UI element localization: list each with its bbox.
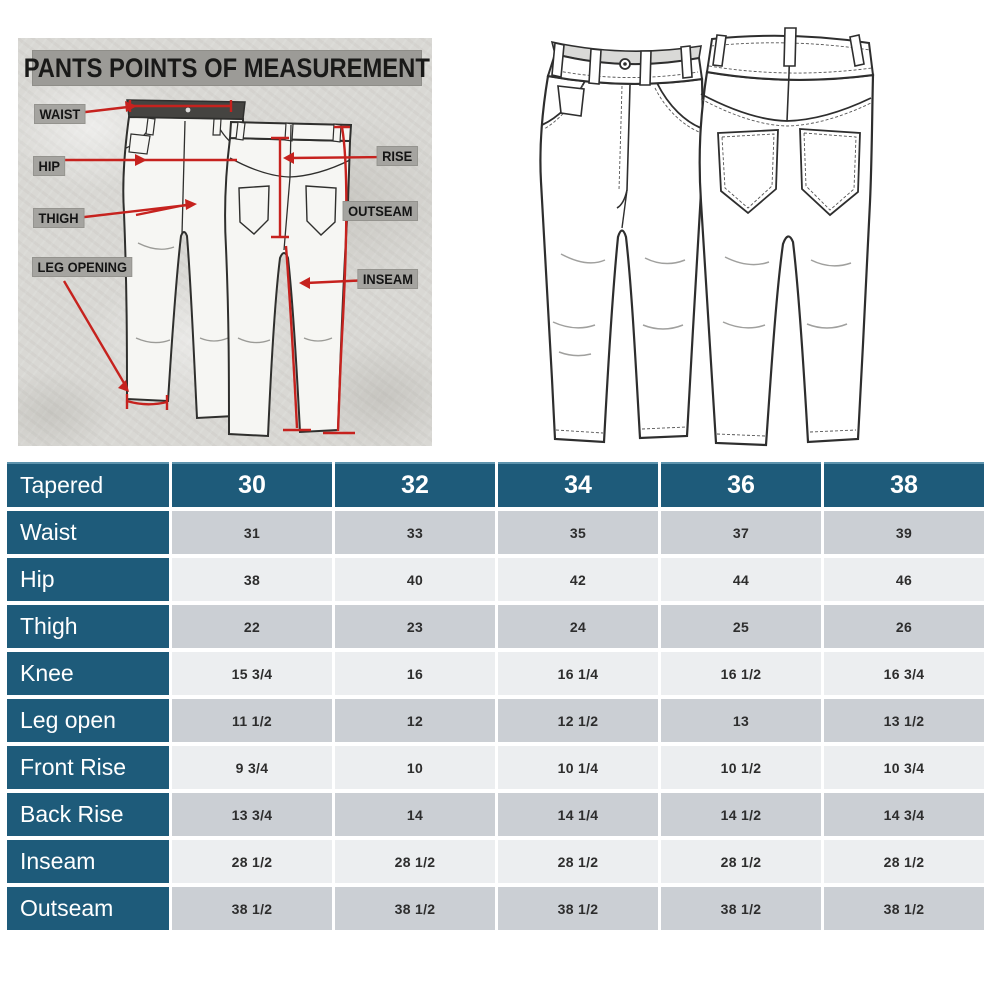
table-row-knee: Knee 15 3/4 16 16 1/4 16 1/2 16 3/4 [7,652,984,695]
measurement-value: 38 1/2 [335,887,495,930]
size-chart-header-row: Tapered 30 32 34 36 38 [7,462,984,507]
measurement-value: 13 [661,699,821,742]
measurement-value: 13 1/2 [824,699,984,742]
measurement-value: 13 3/4 [172,793,332,836]
measurement-value: 38 1/2 [172,887,332,930]
measurement-value: 28 1/2 [172,840,332,883]
measurement-value: 40 [335,558,495,601]
measurement-value: 25 [661,605,821,648]
row-label: Hip [7,558,169,601]
measurement-lines [62,100,390,435]
measurement-value: 33 [335,511,495,554]
measurement-value: 22 [172,605,332,648]
measurement-value: 23 [335,605,495,648]
measurement-diagram-panel: PANTS POINTS OF MEASUREMENT WAIST HIP TH… [18,38,432,446]
measurement-value: 10 1/4 [498,746,658,789]
measurement-value: 26 [824,605,984,648]
jeans-back-flat [698,27,875,447]
measurement-value: 24 [498,605,658,648]
measurement-value: 16 1/2 [661,652,821,695]
row-label: Leg open [7,699,169,742]
measurement-value: 12 [335,699,495,742]
thigh-label-chip: THIGH [33,208,85,228]
measurement-value: 10 1/2 [661,746,821,789]
row-label: Front Rise [7,746,169,789]
table-row-thigh: Thigh 22 23 24 25 26 [7,605,984,648]
measurement-value: 11 1/2 [172,699,332,742]
measurement-value: 38 [172,558,332,601]
measurement-value: 12 1/2 [498,699,658,742]
measurement-value: 16 [335,652,495,695]
measurement-pants-illustration [62,99,390,438]
table-row-front-rise: Front Rise 9 3/4 10 10 1/4 10 1/2 10 3/4 [7,746,984,789]
measurement-value: 9 3/4 [172,746,332,789]
measurement-value: 10 [335,746,495,789]
measurement-value: 38 1/2 [824,887,984,930]
leg-opening-label-chip: LEG OPENING [32,257,133,277]
outseam-label-chip: OUTSEAM [342,201,418,221]
diagram-title-banner: PANTS POINTS OF MEASUREMENT [24,50,430,86]
measurement-value: 46 [824,558,984,601]
measurement-value: 31 [172,511,332,554]
row-label: Back Rise [7,793,169,836]
measurement-value: 28 1/2 [335,840,495,883]
size-column-header: 36 [661,462,821,507]
table-row-outseam: Outseam 38 1/2 38 1/2 38 1/2 38 1/2 38 1… [7,887,984,930]
diagram-title: PANTS POINTS OF MEASUREMENT [23,52,431,83]
table-row-back-rise: Back Rise 13 3/4 14 14 1/4 14 1/2 14 3/4 [7,793,984,836]
inseam-label-chip: INSEAM [356,269,418,289]
measurement-value: 14 1/4 [498,793,658,836]
row-label: Thigh [7,605,169,648]
measurement-value: 28 1/2 [824,840,984,883]
size-chart-table: Tapered 30 32 34 36 38 Waist 31 33 35 37… [7,462,984,930]
table-row-leg-open: Leg open 11 1/2 12 12 1/2 13 13 1/2 [7,699,984,742]
table-row-waist: Waist 31 33 35 37 39 [7,511,984,554]
measurement-value: 16 1/4 [498,652,658,695]
measurement-value: 35 [498,511,658,554]
measurement-value: 38 1/2 [661,887,821,930]
measurement-value: 42 [498,558,658,601]
jeans-front-back-flat-illustration [539,27,875,447]
measurement-value: 37 [661,511,821,554]
size-column-header: 30 [172,462,332,507]
row-label: Outseam [7,887,169,930]
measurement-value: 39 [824,511,984,554]
measurement-value: 44 [661,558,821,601]
fit-name-header: Tapered [7,462,169,507]
waist-label-chip: WAIST [34,104,86,124]
hip-label-chip: HIP [33,156,66,176]
table-row-hip: Hip 38 40 42 44 46 [7,558,984,601]
size-column-header: 32 [335,462,495,507]
measurement-value: 15 3/4 [172,652,332,695]
measurement-value: 28 1/2 [498,840,658,883]
row-label: Inseam [7,840,169,883]
measurement-value: 16 3/4 [824,652,984,695]
size-column-header: 38 [824,462,984,507]
measurement-value: 14 1/2 [661,793,821,836]
row-label: Waist [7,511,169,554]
measurement-value: 14 3/4 [824,793,984,836]
measurement-value: 10 3/4 [824,746,984,789]
measurement-value: 14 [335,793,495,836]
size-column-header: 34 [498,462,658,507]
row-label: Knee [7,652,169,695]
rise-label-chip: RISE [376,146,418,166]
measurement-value: 38 1/2 [498,887,658,930]
table-row-inseam: Inseam 28 1/2 28 1/2 28 1/2 28 1/2 28 1/… [7,840,984,883]
measurement-value: 28 1/2 [661,840,821,883]
jeans-front-flat [539,40,704,444]
